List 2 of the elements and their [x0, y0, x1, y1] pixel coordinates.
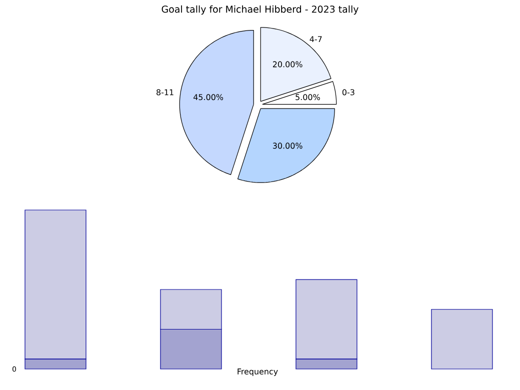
chart-title: Goal tally for Michael Hibberd - 2023 tally — [162, 5, 358, 15]
bar — [431, 309, 493, 370]
